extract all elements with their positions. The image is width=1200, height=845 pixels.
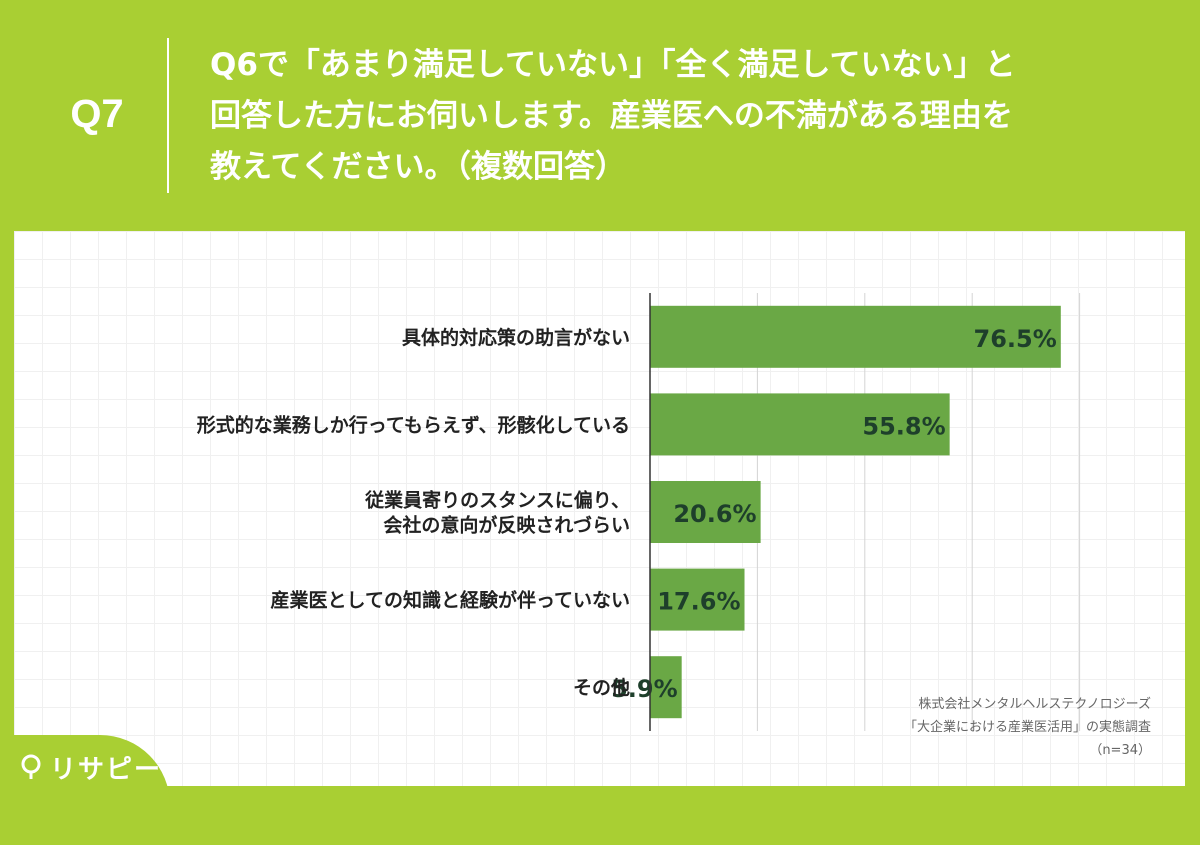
question-text: Q6で「あまり満足していない」「全く満足していない」と 回答した方にお伺いします… — [210, 40, 1170, 193]
bar-3 — [650, 481, 761, 543]
header-divider — [167, 38, 169, 193]
question-line-1: Q6で「あまり満足していない」「全く満足していない」と — [210, 47, 1016, 83]
category-label-2: 形式的な業務しか行ってもらえず、形骸化している — [197, 413, 630, 436]
header: Q7 Q6で「あまり満足していない」「全く満足していない」と 回答した方にお伺い… — [0, 0, 1200, 230]
question-line-3: 教えてください。（複数回答） — [210, 149, 627, 185]
bar-chart: 76.5% 具体的対応策の助言がない 55.8% 形式的な業務しか行ってもらえず、形骸… — [197, 293, 1081, 731]
question-line-2: 回答した方にお伺いします。産業医への不満がある理由を — [210, 98, 1013, 134]
brand-logo: リサピー — [18, 747, 162, 787]
credit-survey-title: 「大企業における産業医活用」の実態調査 — [903, 720, 1151, 735]
pin-icon — [21, 754, 41, 779]
data-label-3: 20.6% — [673, 500, 756, 528]
bar-4 — [650, 568, 745, 631]
logo-text: リサピー — [50, 754, 163, 785]
bar-1 — [650, 305, 1061, 368]
data-label-4: 17.6% — [657, 588, 740, 616]
category-label-5: その他 — [573, 676, 630, 699]
category-label-3-line-2: 会社の意向が反映されづらい — [383, 514, 630, 537]
data-label-1: 76.5% — [974, 325, 1057, 353]
data-label-5: 5.9% — [611, 675, 678, 703]
category-label-4: 産業医としての知識と経験が伴っていない — [271, 589, 630, 612]
bar-2 — [650, 393, 950, 456]
bar-5 — [650, 656, 682, 719]
data-label-2: 55.8% — [862, 412, 945, 440]
category-label-3-line-1: 従業員寄りのスタンスに偏り、 — [364, 489, 630, 512]
credit-sample-size: （n=34） — [1089, 743, 1151, 758]
survey-credit: 株式会社メンタルヘルステクノロジーズ 「大企業における産業医活用」の実態調査 （… — [904, 693, 1151, 762]
category-label-1: 具体的対応策の助言がない — [402, 326, 630, 349]
question-number: Q7 — [70, 92, 124, 136]
credit-company: 株式会社メンタルヘルステクノロジーズ — [918, 697, 1151, 712]
chart-panel: 76.5% 具体的対応策の助言がない 55.8% 形式的な業務しか行ってもらえず、形骸… — [14, 231, 1185, 786]
